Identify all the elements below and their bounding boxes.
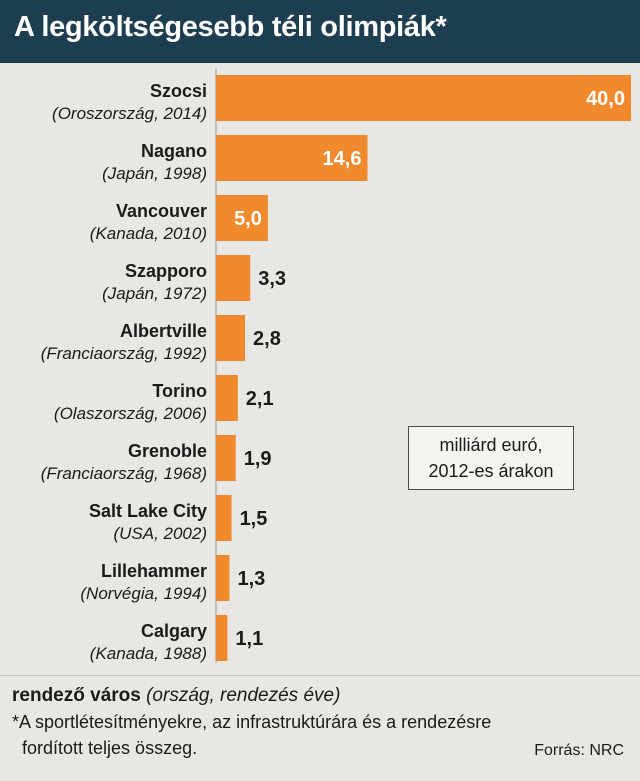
category-label: Grenoble — [128, 441, 207, 461]
bar-8 — [216, 495, 232, 541]
category-label: Albertville — [120, 321, 207, 341]
category-label: Vancouver — [116, 201, 207, 221]
value-label: 40,0 — [586, 88, 625, 110]
category-label: Salt Lake City — [89, 501, 207, 521]
legend-city-label: rendező város — [12, 685, 141, 706]
footer: rendező város (ország, rendezés éve) *A … — [0, 675, 640, 781]
category-label: Torino — [152, 381, 207, 401]
category-label: Nagano — [141, 141, 207, 161]
value-label: 1,3 — [237, 568, 265, 590]
bar-3 — [216, 195, 268, 241]
legend-line: rendező város (ország, rendezés éve) — [12, 685, 340, 707]
category-label: Lillehammer — [101, 561, 207, 581]
category-label: Szapporo — [125, 261, 207, 281]
subcategory-label: (Franciaország, 1992) — [41, 344, 207, 363]
value-label: 2,8 — [253, 328, 281, 350]
subcategory-label: (Japán, 1998) — [102, 164, 207, 183]
subcategory-label: (Olaszország, 2006) — [54, 404, 207, 423]
page-title: A legköltségesebb téli olimpiák* — [14, 11, 447, 43]
legend-country-label: (ország, rendezés éve) — [146, 685, 341, 706]
bar-6 — [216, 375, 238, 421]
value-label: 1,1 — [235, 628, 263, 650]
subcategory-label: (Norvégia, 1994) — [80, 584, 207, 603]
bar-10 — [216, 615, 228, 661]
bar-2 — [216, 135, 368, 181]
bar-4 — [216, 255, 251, 301]
bar-1 — [216, 75, 631, 121]
value-label: 3,3 — [258, 268, 286, 290]
value-label: 5,0 — [234, 208, 262, 230]
footnote-line-2: fordított teljes összeg. — [22, 738, 198, 758]
subcategory-label: (Oroszország, 2014) — [52, 104, 207, 123]
value-label: 1,5 — [240, 508, 268, 530]
bar-5 — [216, 315, 246, 361]
bar-9 — [216, 555, 230, 601]
header-bar: A legköltségesebb téli olimpiák* — [0, 0, 640, 63]
footnote-line-1: *A sportlétesítményekre, az infrastruktú… — [12, 712, 492, 732]
subcategory-label: (Kanada, 1988) — [90, 644, 207, 663]
value-label: 14,6 — [323, 148, 362, 170]
value-label: 2,1 — [246, 388, 274, 410]
category-label: Szocsi — [150, 81, 207, 101]
subcategory-label: (Japán, 1972) — [102, 284, 207, 303]
subcategory-label: (Franciaország, 1968) — [41, 464, 207, 483]
unit-box: milliárd euró, 2012-es árakon — [408, 426, 574, 490]
category-label: Calgary — [141, 621, 207, 641]
subcategory-label: (USA, 2002) — [113, 524, 207, 543]
bar-chart: Szocsi (Oroszország, 2014) 40,0 Nagano (Japá… — [41, 69, 631, 663]
unit-line-1: milliárd euró, — [439, 435, 543, 455]
value-label: 1,9 — [244, 448, 272, 470]
bar-7 — [216, 435, 236, 481]
unit-line-2: 2012-es árakon — [428, 461, 554, 481]
source-label: Forrás: NRC — [534, 742, 624, 759]
subcategory-label: (Kanada, 2010) — [90, 224, 207, 243]
